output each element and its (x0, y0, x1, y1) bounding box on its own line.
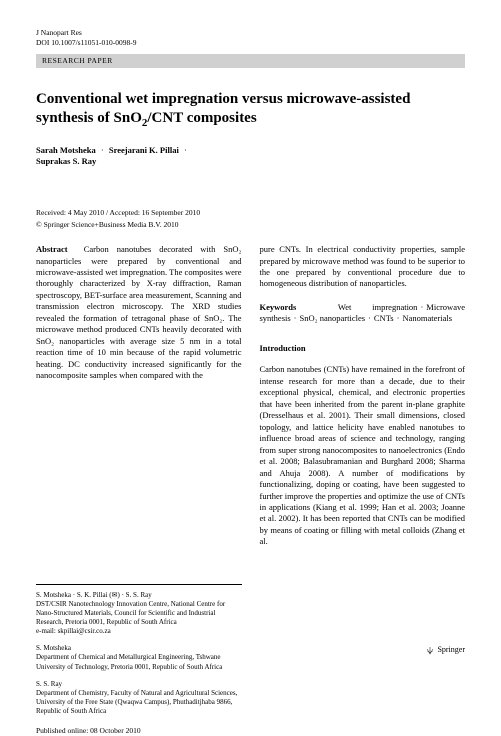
kw4: CNTs (374, 313, 394, 323)
affiliations: S. Motsheka · S. K. Pillai (✉) · S. S. R… (36, 584, 242, 716)
affiliation-2: S. Motsheka Department of Chemical and M… (36, 644, 242, 671)
section-banner: RESEARCH PAPER (36, 54, 465, 68)
header-meta: J Nanopart Res DOI 10.1007/s11051-010-00… (36, 28, 465, 48)
affil-3-names: S. S. Ray (36, 680, 242, 689)
springer-icon (425, 646, 435, 656)
author-sep: · (101, 145, 104, 155)
affil-3-addr: Department of Chemistry, Faculty of Natu… (36, 689, 242, 716)
published-online: Published online: 08 October 2010 (36, 726, 465, 736)
kw-sep: · (397, 313, 400, 323)
title-line1: Conventional wet impregnation versus mic… (36, 91, 410, 107)
abstract-right: pure CNTs. In electrical conductivity pr… (260, 244, 466, 290)
affiliation-1: S. Motsheka · S. K. Pillai (✉) · S. S. R… (36, 591, 242, 636)
author-3: Suprakas S. Ray (36, 156, 96, 166)
abstract-left-text: Carbon nanotubes decorated with SnO₂ nan… (36, 244, 242, 380)
doi: DOI 10.1007/s11051-010-0098-9 (36, 38, 465, 48)
abstract-label: Abstract (36, 244, 68, 254)
springer-text: Springer (437, 645, 465, 656)
affil-1-email: e-mail: skpillai@csir.co.za (36, 627, 242, 636)
intro-text: Carbon nanotubes (CNTs) have remained in… (260, 364, 466, 548)
right-column: pure CNTs. In electrical conductivity pr… (260, 244, 466, 548)
kw-sep: · (368, 313, 371, 323)
springer-logo: Springer (425, 645, 465, 656)
author-1: Sarah Motsheka (36, 145, 96, 155)
title-line2-post: /CNT composites (147, 110, 256, 126)
affil-2-addr: Department of Chemical and Metallurgical… (36, 653, 242, 671)
kw5: Nanomaterials (402, 313, 452, 323)
intro-heading: Introduction (260, 343, 466, 354)
author-sep: · (184, 145, 187, 155)
affil-2-names: S. Motsheka (36, 644, 242, 653)
kw-sep: · (294, 313, 297, 323)
article-title: Conventional wet impregnation versus mic… (36, 90, 465, 131)
kw1: Wet impregnation (338, 302, 418, 312)
authors: Sarah Motsheka · Sreejarani K. Pillai · … (36, 145, 465, 168)
left-column: Abstract Carbon nanotubes decorated with… (36, 244, 242, 548)
keywords: Keywords Wet impregnation·Microwave synt… (260, 302, 466, 325)
affiliation-3: S. S. Ray Department of Chemistry, Facul… (36, 680, 242, 716)
affil-1-names: S. Motsheka · S. K. Pillai (✉) · S. S. R… (36, 591, 242, 600)
keywords-label: Keywords (260, 302, 297, 312)
author-2: Sreejarani K. Pillai (109, 145, 179, 155)
affil-1-addr: DST/CSIR Nanotechnology Innovation Centr… (36, 600, 242, 627)
kw-sep: · (420, 302, 423, 312)
title-line2-pre: synthesis of SnO (36, 110, 142, 126)
two-column-body: Abstract Carbon nanotubes decorated with… (36, 244, 465, 548)
dates: Received: 4 May 2010 / Accepted: 16 Sept… (36, 208, 465, 218)
abstract-left: Abstract Carbon nanotubes decorated with… (36, 244, 242, 382)
copyright: © Springer Science+Business Media B.V. 2… (36, 220, 465, 230)
journal-name: J Nanopart Res (36, 28, 465, 38)
kw3: SnO₂ nanoparticles (300, 313, 366, 323)
